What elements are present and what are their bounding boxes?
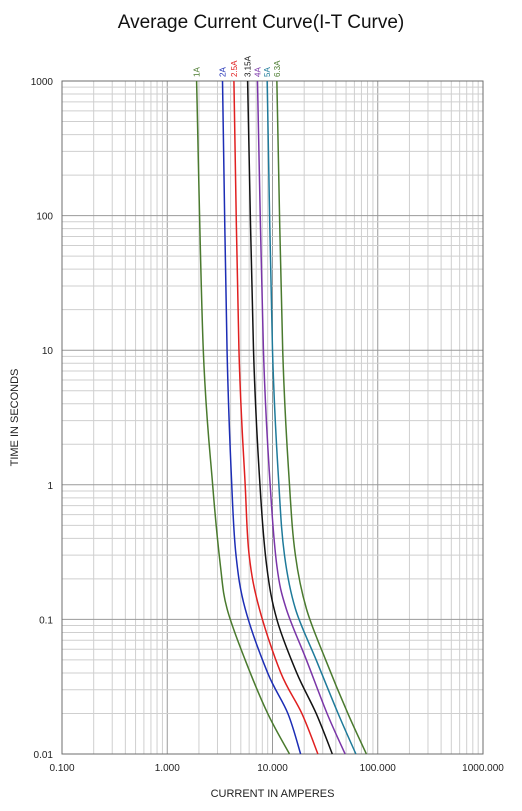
series-label-2-5A: 2.5A <box>230 60 239 77</box>
y-tick-label: 0.01 <box>34 750 54 761</box>
y-tick-label: 1 <box>47 481 53 492</box>
tick-labels: 0.100 1.000 10.000 100.000 1000.000 0.01 0.1 1 1… <box>31 77 505 774</box>
series-label-2A: 2A <box>219 67 228 77</box>
series-label-5A: 5A <box>263 67 272 77</box>
y-tick-label: 0.1 <box>39 615 53 626</box>
series-label-3-15A: 3.15A <box>244 55 253 77</box>
x-axis-title: CURRENT IN AMPERES <box>211 788 335 800</box>
series-line-1A <box>195 80 291 755</box>
chart-title: Average Current Curve(I-T Curve) <box>117 12 405 33</box>
series-line-2-5A <box>233 80 319 755</box>
plot-frame <box>61 80 484 755</box>
series-lines <box>195 80 368 755</box>
x-tick-label: 0.100 <box>49 763 74 774</box>
x-tick-label: 1.000 <box>155 763 180 774</box>
series-line-4A <box>256 80 346 755</box>
y-tick-label: 10 <box>42 346 54 357</box>
series-label-4A: 4A <box>254 67 263 77</box>
y-tick-label: 100 <box>36 212 53 223</box>
series-line-5A <box>266 80 357 755</box>
series-line-6-3A <box>276 80 368 755</box>
series-line-3-15A <box>246 80 333 755</box>
series-label-1A: 1A <box>193 67 202 77</box>
x-tick-label: 1000.000 <box>462 763 504 774</box>
series-label-6-3A: 6.3A <box>273 60 282 77</box>
x-tick-label: 10.000 <box>257 763 288 774</box>
series-line-2A <box>221 80 302 755</box>
y-tick-label: 1000 <box>31 77 54 88</box>
y-axis-title: TIME IN SECONDS <box>9 369 21 467</box>
series-labels: 1A 2A 2.5A 3.15A 4A 5A 6.3A <box>193 55 282 77</box>
x-tick-label: 100.000 <box>360 763 397 774</box>
